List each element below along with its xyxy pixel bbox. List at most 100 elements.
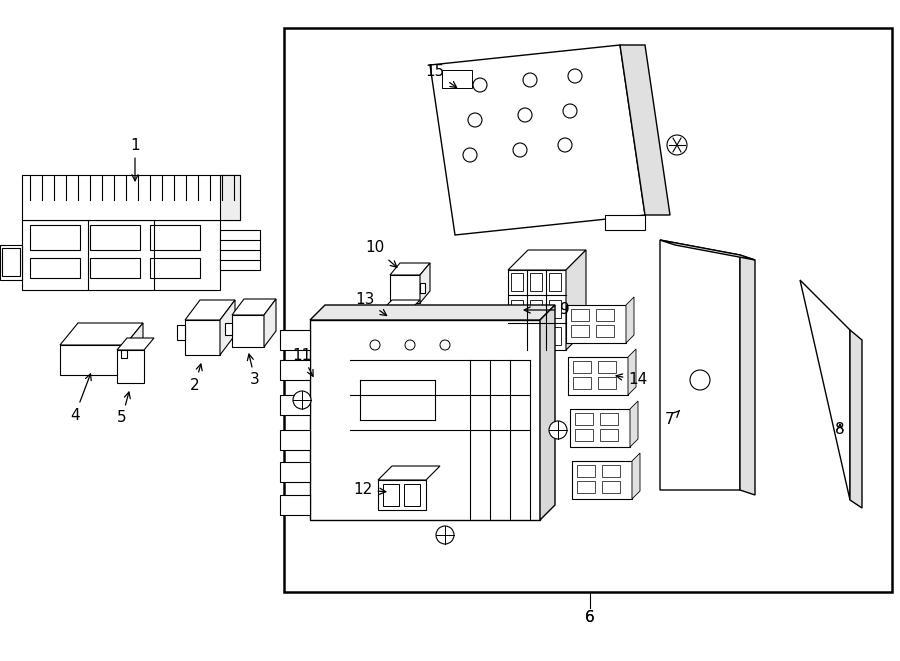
Polygon shape	[660, 240, 740, 490]
Polygon shape	[310, 305, 555, 320]
Polygon shape	[420, 283, 425, 293]
Circle shape	[463, 148, 477, 162]
Polygon shape	[382, 310, 410, 332]
Circle shape	[293, 391, 311, 409]
Text: 6: 6	[585, 611, 595, 625]
Polygon shape	[22, 175, 240, 220]
Bar	[30, 225, 80, 250]
Bar	[530, 300, 542, 318]
Polygon shape	[117, 350, 144, 383]
Bar	[596, 325, 614, 337]
Polygon shape	[0, 245, 22, 280]
Polygon shape	[420, 263, 430, 303]
Bar	[571, 325, 589, 337]
Polygon shape	[566, 250, 586, 350]
Bar	[577, 481, 595, 493]
Text: 2: 2	[190, 364, 203, 393]
Bar	[511, 327, 523, 345]
Polygon shape	[185, 320, 220, 355]
Polygon shape	[220, 175, 240, 220]
Polygon shape	[177, 325, 185, 340]
Bar	[549, 273, 561, 291]
Circle shape	[468, 113, 482, 127]
Bar	[596, 309, 614, 321]
Bar	[571, 309, 589, 321]
Circle shape	[405, 340, 415, 350]
Circle shape	[473, 78, 487, 92]
Polygon shape	[390, 275, 420, 303]
Polygon shape	[628, 349, 636, 395]
Bar	[511, 273, 523, 291]
Bar	[280, 330, 310, 350]
Bar	[530, 327, 542, 345]
Circle shape	[558, 138, 572, 152]
Text: 14: 14	[616, 373, 648, 387]
Polygon shape	[232, 299, 276, 315]
Bar	[602, 481, 620, 493]
Polygon shape	[121, 350, 127, 358]
Circle shape	[690, 370, 710, 390]
Polygon shape	[572, 461, 632, 499]
Circle shape	[549, 421, 567, 439]
Text: 9: 9	[524, 303, 570, 317]
Circle shape	[436, 526, 454, 544]
Text: 13: 13	[356, 293, 387, 315]
Polygon shape	[125, 323, 143, 375]
Bar	[573, 377, 591, 389]
Bar	[90, 258, 140, 278]
Bar	[549, 300, 561, 318]
Polygon shape	[225, 323, 232, 335]
Text: 6: 6	[585, 611, 595, 625]
Polygon shape	[850, 330, 862, 508]
Circle shape	[518, 108, 532, 122]
Bar	[280, 495, 310, 515]
Circle shape	[523, 73, 537, 87]
Polygon shape	[570, 409, 630, 447]
Text: 8: 8	[835, 422, 845, 438]
Polygon shape	[800, 280, 850, 500]
Polygon shape	[387, 332, 393, 342]
Circle shape	[563, 104, 577, 118]
Bar	[573, 361, 591, 373]
Bar	[575, 413, 593, 425]
Text: 3: 3	[248, 354, 260, 387]
Polygon shape	[185, 300, 235, 320]
Bar	[575, 429, 593, 441]
Bar	[600, 429, 618, 441]
Polygon shape	[396, 332, 402, 342]
Bar	[442, 70, 472, 88]
Text: 15: 15	[426, 65, 456, 87]
Text: 4: 4	[70, 374, 91, 422]
Circle shape	[370, 340, 380, 350]
Text: 5: 5	[117, 392, 130, 426]
Circle shape	[440, 340, 450, 350]
Bar	[280, 395, 310, 415]
Bar	[598, 377, 616, 389]
Bar	[150, 258, 200, 278]
Text: 7: 7	[665, 410, 680, 428]
Polygon shape	[508, 270, 566, 350]
Bar	[577, 465, 595, 477]
Circle shape	[568, 69, 582, 83]
Text: 12: 12	[354, 483, 386, 498]
Polygon shape	[60, 323, 143, 345]
Polygon shape	[382, 300, 420, 310]
Polygon shape	[232, 315, 264, 347]
Bar	[404, 484, 420, 506]
Circle shape	[667, 135, 687, 155]
Bar	[280, 360, 310, 380]
Bar	[90, 225, 140, 250]
Polygon shape	[620, 45, 670, 215]
Polygon shape	[220, 230, 260, 270]
Polygon shape	[508, 250, 586, 270]
Polygon shape	[630, 401, 638, 447]
Bar	[280, 462, 310, 482]
Bar	[280, 430, 310, 450]
Polygon shape	[566, 305, 626, 343]
Text: 1: 1	[130, 137, 140, 181]
Polygon shape	[378, 466, 440, 480]
Polygon shape	[568, 357, 628, 395]
Bar	[600, 413, 618, 425]
Polygon shape	[117, 338, 154, 350]
Polygon shape	[310, 320, 540, 520]
